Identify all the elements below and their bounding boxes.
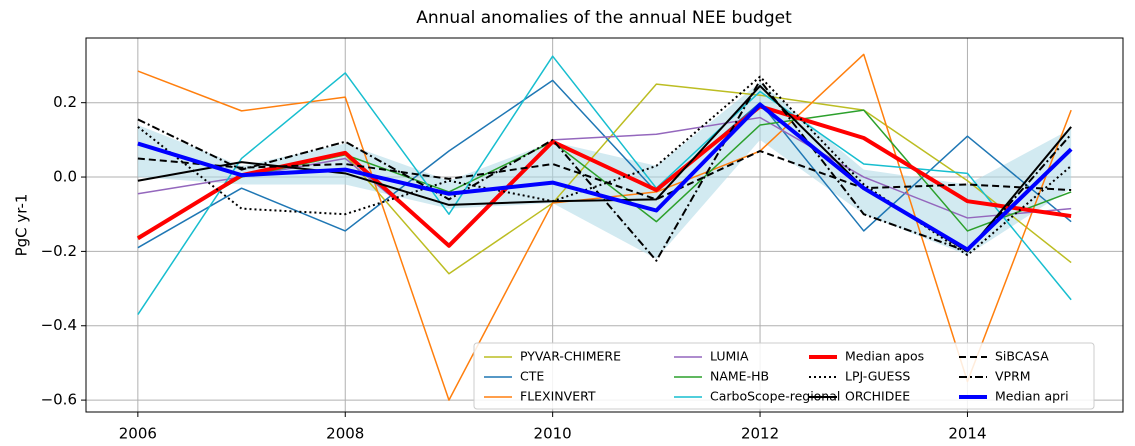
chart-title: Annual anomalies of the annual NEE budge… xyxy=(416,8,792,28)
legend-label: CTE xyxy=(520,369,544,384)
plot-area: −0.6 −0.4 −0.2 0.0 0.2 2006 2008 2010 2012 2014 xyxy=(41,38,1123,443)
series-line xyxy=(137,79,1072,249)
legend-box xyxy=(473,342,1095,410)
y-axis-label: PgC yr-1 xyxy=(13,194,31,257)
plot-frame xyxy=(85,37,1124,413)
legend-label: NAME-HB xyxy=(710,369,769,384)
series-line xyxy=(137,102,1073,252)
legend: PYVAR-CHIMERE CTE FLEXINVERT LUMIA NAME-HB Ca… xyxy=(473,342,1095,410)
legend-label: Median apos xyxy=(845,349,924,364)
legend-label: LPJ-GUESS xyxy=(845,369,910,384)
y-tick-label: −0.4 xyxy=(41,316,77,334)
y-tick-label: 0.0 xyxy=(53,168,77,186)
legend-label: LUMIA xyxy=(710,349,749,364)
y-tick-label: −0.6 xyxy=(41,391,77,409)
x-tick-label: 2006 xyxy=(119,425,157,443)
series-line xyxy=(137,75,1072,257)
series-line xyxy=(136,104,1072,248)
legend-label: FLEXINVERT xyxy=(520,389,596,404)
legend-label: SiBCASA xyxy=(995,349,1049,364)
legend-label: ORCHIDEE xyxy=(845,389,910,404)
y-tick-label: −0.2 xyxy=(41,242,77,260)
legend-label: CarboScope-regional xyxy=(710,389,840,404)
legend-label: PYVAR-CHIMERE xyxy=(520,349,621,364)
y-tick-label: 0.2 xyxy=(53,93,77,111)
x-tick-label: 2012 xyxy=(741,425,779,443)
legend-label: VPRM xyxy=(995,369,1031,384)
x-tick-label: 2014 xyxy=(948,425,986,443)
x-tick-label: 2008 xyxy=(326,425,364,443)
series-line xyxy=(137,150,1072,201)
x-tick-label: 2010 xyxy=(534,425,572,443)
series-line xyxy=(137,79,1072,262)
legend-label: Median apri xyxy=(995,389,1069,404)
uncertainty-band xyxy=(137,82,1072,259)
